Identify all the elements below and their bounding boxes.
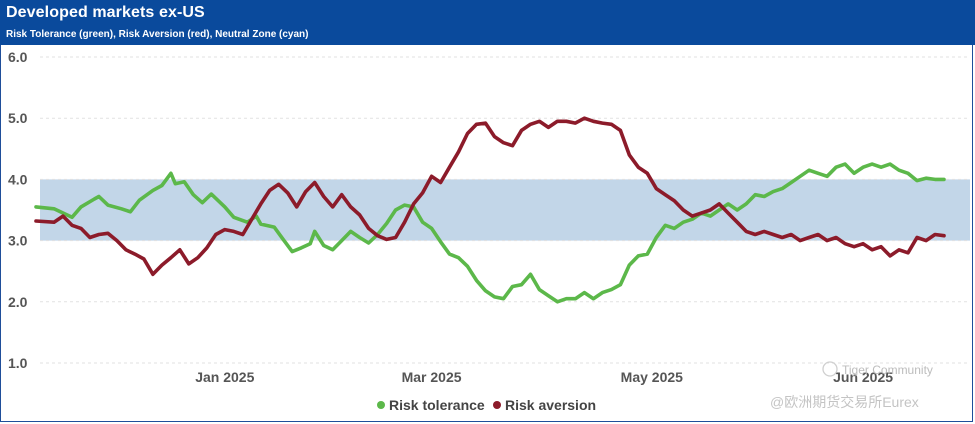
legend-label-aversion: Risk aversion (505, 397, 596, 413)
legend-marker-tolerance (377, 401, 385, 409)
x-tick-label: May 2025 (621, 369, 683, 385)
y-tick-label: 2.0 (8, 294, 28, 310)
series-line-risk-tolerance (34, 162, 946, 304)
watermark-author: @欧洲期货交易所Eurex (770, 394, 919, 410)
legend-label-tolerance: Risk tolerance (389, 397, 485, 413)
y-tick-label: 6.0 (8, 49, 28, 65)
y-tick-label: 5.0 (8, 110, 28, 126)
neutral-zone-band (40, 179, 970, 241)
watermark-community: Tiger Community (842, 363, 933, 377)
chart-header: Developed markets ex-US Risk Tolerance (… (0, 0, 975, 45)
legend: Risk tolerance Risk aversion (377, 397, 596, 413)
x-tick-label: Jan 2025 (195, 369, 254, 385)
x-tick-label: Jun 2025 (833, 369, 893, 385)
chart-subtitle: Risk Tolerance (green), Risk Aversion (r… (6, 29, 309, 40)
axis-layer: 1.0 2.0 3.0 4.0 5.0 6.0 Jan 2025 Mar 2025 May 20… (8, 49, 893, 385)
y-tick-label: 1.0 (8, 355, 28, 371)
x-tick-label: Mar 2025 (402, 369, 462, 385)
community-logo-icon (822, 361, 838, 377)
series-line-risk-aversion (34, 116, 946, 277)
chart-title: Developed markets ex-US (6, 4, 205, 21)
plot-area (40, 56, 970, 364)
legend-marker-aversion (493, 401, 501, 409)
series-layer (34, 116, 946, 304)
y-tick-label: 4.0 (8, 171, 28, 187)
watermark: Tiger Community @欧洲期货交易所Eurex (770, 361, 933, 410)
y-tick-label: 3.0 (8, 233, 28, 249)
